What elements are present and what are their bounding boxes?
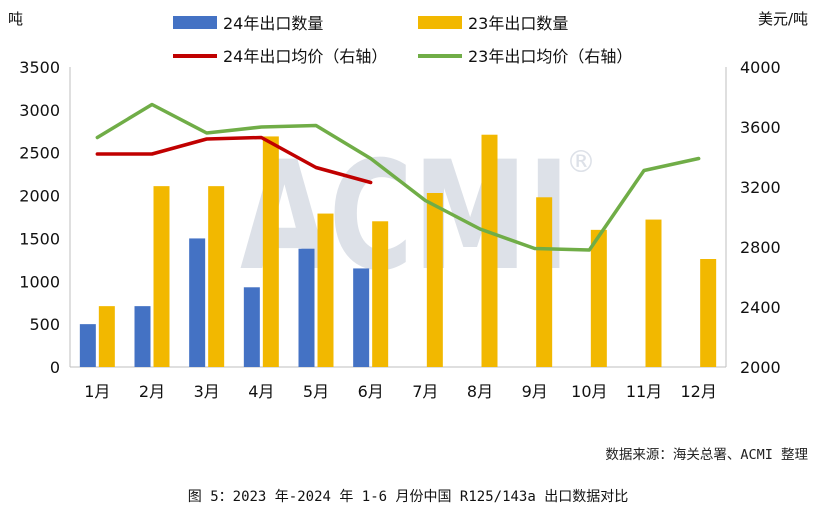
left-axis-title: 吨 — [8, 10, 23, 28]
bar — [645, 219, 662, 367]
left-tick-label: 0 — [50, 358, 60, 377]
watermark-registered-mark: ® — [566, 145, 596, 180]
bar — [134, 306, 151, 367]
legend-swatch — [418, 16, 462, 29]
watermark-text: ACMI — [240, 130, 570, 304]
bar — [700, 259, 717, 367]
bar — [79, 324, 96, 367]
left-tick-label: 2000 — [19, 187, 60, 206]
legend-label: 23年出口数量 — [468, 14, 568, 33]
left-tick-label: 500 — [29, 315, 60, 334]
legend-swatch — [173, 16, 217, 29]
left-tick-label: 3500 — [19, 58, 60, 77]
legend-label: 24年出口数量 — [223, 14, 323, 33]
right-tick-label: 2000 — [740, 358, 781, 377]
right-tick-label: 4000 — [740, 58, 781, 77]
chart: ACMI® 吨 美元/吨 0 500 1000 1500 2000 2500 3000 3500 20… — [8, 10, 808, 401]
right-tick-label: 3200 — [740, 178, 781, 197]
x-tick-label: 5月 — [303, 382, 329, 401]
series-line — [95, 102, 701, 252]
data-source: 数据来源：海关总署、ACMI 整理 — [605, 447, 808, 463]
x-tick-label: 8月 — [467, 382, 493, 401]
x-tick-label: 3月 — [194, 382, 220, 401]
bar — [317, 213, 334, 367]
left-tick-label: 1000 — [19, 272, 60, 291]
x-tick-label: 9月 — [522, 382, 548, 401]
left-tick-label: 3000 — [19, 101, 60, 120]
x-tick-label: 10月 — [571, 382, 607, 401]
bar — [481, 134, 498, 367]
x-tick-label: 6月 — [358, 382, 384, 401]
x-tick-label: 7月 — [412, 382, 438, 401]
x-tick-label: 4月 — [248, 382, 274, 401]
bar — [98, 306, 115, 367]
right-tick-label: 2800 — [740, 238, 781, 257]
right-axis-title: 美元/吨 — [758, 10, 808, 28]
x-tick-label: 2月 — [139, 382, 165, 401]
right-tick-label: 3600 — [740, 118, 781, 137]
bar — [353, 268, 370, 367]
figure-caption: 图 5：2023 年-2024 年 1-6 月份中国 R125/143a 出口数… — [187, 489, 629, 505]
bar — [536, 197, 553, 367]
bar — [189, 238, 206, 367]
x-tick-label: 1月 — [84, 382, 110, 401]
bar — [590, 229, 607, 367]
bar — [262, 136, 279, 367]
left-tick-label: 2500 — [19, 144, 60, 163]
bar — [372, 221, 389, 367]
bar — [208, 186, 225, 367]
right-tick-label: 2400 — [740, 298, 781, 317]
bar — [298, 248, 315, 367]
left-tick-label: 1500 — [19, 229, 60, 248]
x-tick-label: 11月 — [626, 382, 662, 401]
series-line — [95, 135, 373, 185]
bar — [153, 186, 170, 367]
x-tick-label: 12月 — [680, 382, 716, 401]
bar — [243, 287, 260, 367]
legend-label: 24年出口均价（右轴） — [223, 47, 387, 66]
bar — [426, 193, 443, 367]
legend-label: 23年出口均价（右轴） — [468, 47, 632, 66]
